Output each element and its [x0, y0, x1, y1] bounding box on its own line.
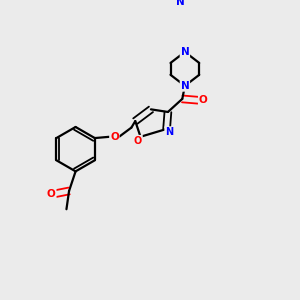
Text: N: N [165, 127, 173, 137]
Text: O: O [47, 189, 56, 199]
Text: N: N [181, 81, 189, 91]
Text: N: N [176, 0, 185, 7]
Text: O: O [134, 136, 142, 146]
Text: N: N [181, 47, 189, 57]
Text: O: O [110, 132, 119, 142]
Text: O: O [199, 95, 208, 105]
